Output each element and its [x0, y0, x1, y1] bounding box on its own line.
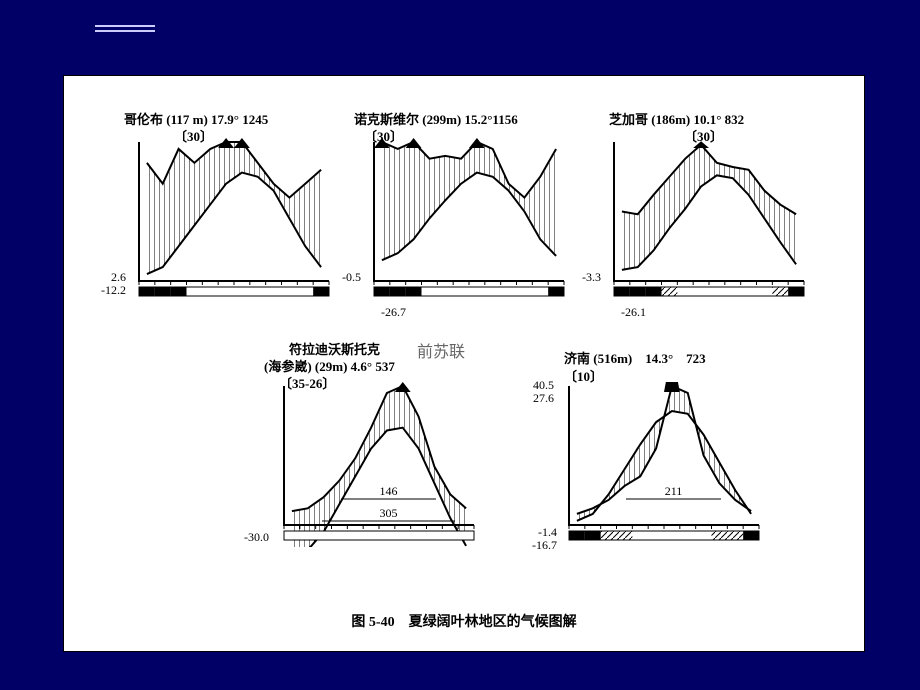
title-jinan: 济南 (516m) 14.3° 723 [564, 348, 706, 367]
ylabels-knoxville: -0.5 -26.7 [326, 271, 361, 297]
title-chicago: 芝加哥 (186m) 10.1° 832 [609, 109, 744, 128]
decorative-underline [95, 25, 155, 32]
chart-chicago [604, 138, 814, 308]
figure-caption: 图 5-40 夏绿阔叶林地区的气候图解 [64, 611, 864, 631]
chart-knoxville [364, 138, 574, 308]
svg-text:305: 305 [380, 506, 398, 520]
svg-text:211: 211 [665, 484, 683, 498]
ylabels-vladivostok: -30.0 [229, 531, 269, 544]
figure-panel: 哥伦布 (117 m) 17.9° 1245 〔30〕 诺克斯维尔 (299m)… [63, 75, 865, 652]
ylabels-columbus: 2.6 -12.2 [91, 271, 126, 297]
svg-text:146: 146 [380, 484, 398, 498]
ylabels-jinan: -1.4 -16.7 [519, 526, 557, 552]
ylabels-chicago: -3.3 -26.1 [564, 271, 601, 297]
ylabels-jinan-top: 40.5 27.6 [514, 379, 554, 405]
annotation-ussr: 前苏联 [417, 338, 465, 362]
chart-vladivostok: 146 305 [274, 382, 484, 552]
chart-jinan: 211 [559, 382, 769, 552]
chart-columbus [129, 138, 339, 308]
